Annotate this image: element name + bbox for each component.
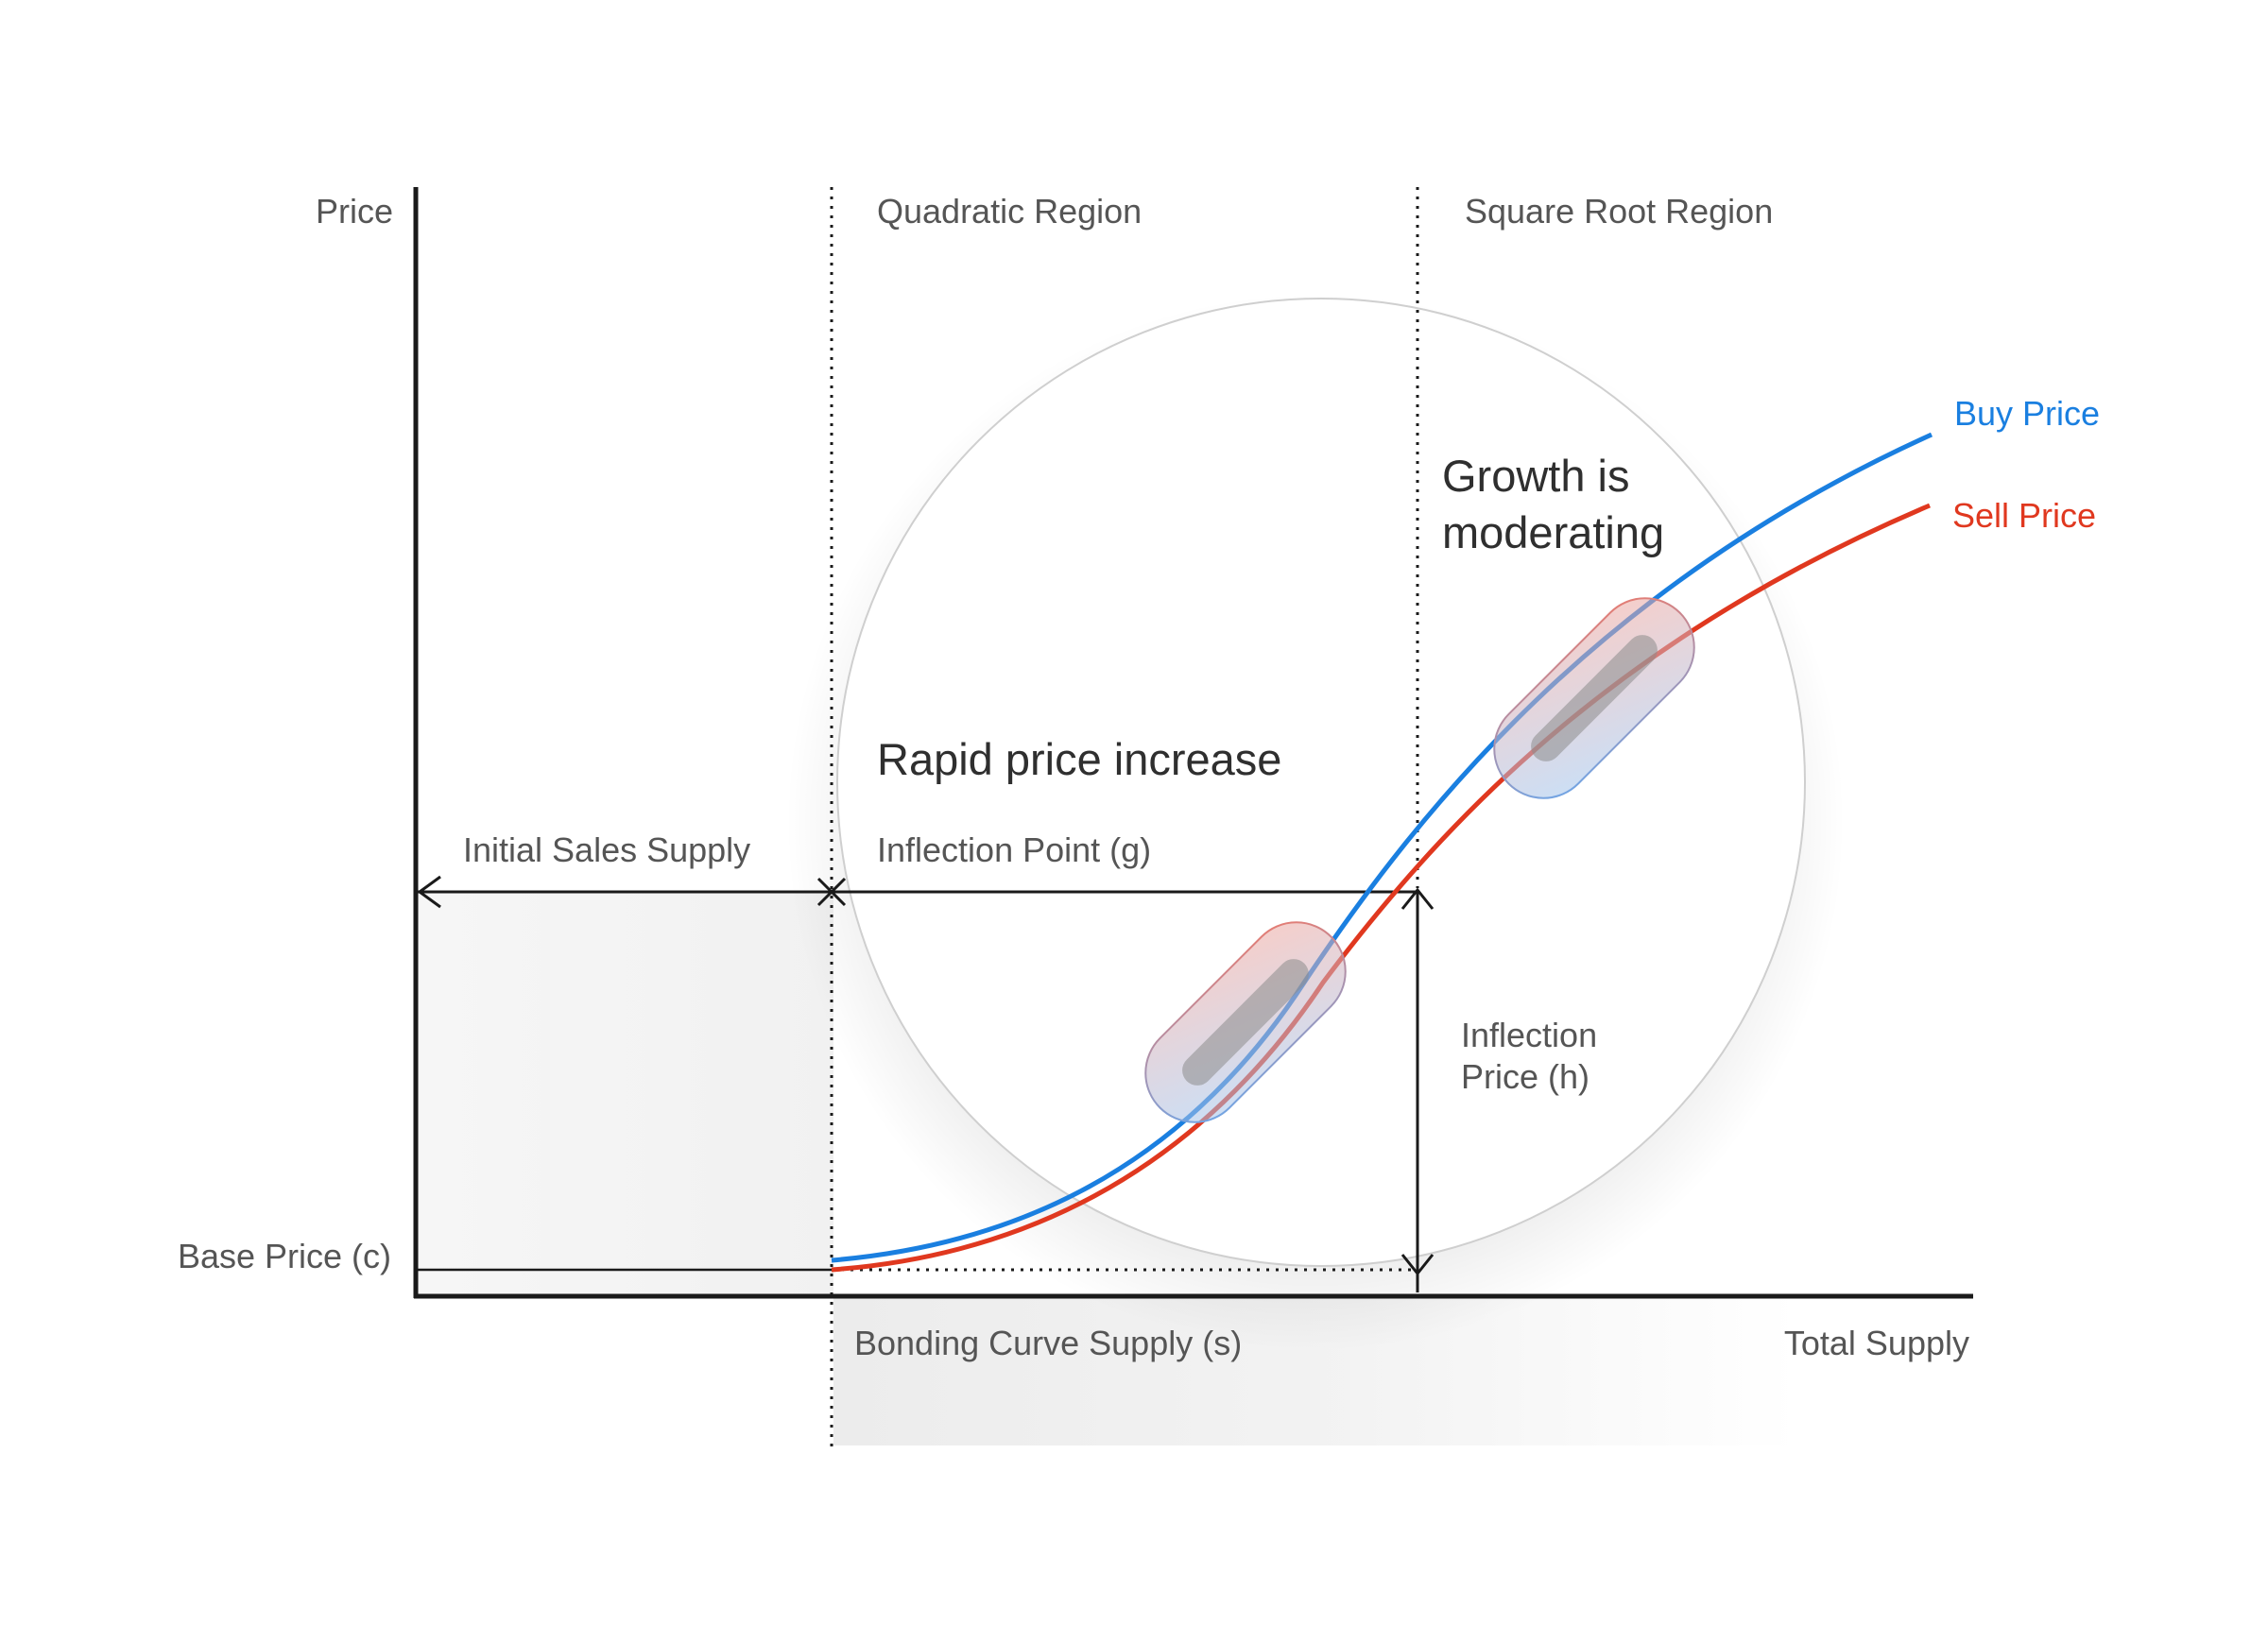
rapid-price-increase-label: Rapid price increase bbox=[877, 734, 1281, 784]
x-axis-label: Total Supply bbox=[1784, 1324, 1969, 1362]
inflection-price-arrowhead-bottom bbox=[1400, 1254, 1435, 1276]
inflection-price-label-line1: Inflection bbox=[1461, 1016, 1597, 1054]
y-axis-label: Price bbox=[316, 192, 393, 231]
lower-highlight-pill bbox=[1144, 921, 1347, 1123]
initial-supply-arrowhead bbox=[417, 875, 441, 909]
bonding-curve-supply-label: Bonding Curve Supply (s) bbox=[854, 1324, 1242, 1362]
buy-price-legend: Buy Price bbox=[1954, 394, 2100, 433]
base-price-label: Base Price (c) bbox=[178, 1237, 391, 1275]
initial-supply-shade bbox=[418, 892, 833, 1296]
sell-price-legend: Sell Price bbox=[1952, 496, 2096, 535]
inflection-price-arrowhead-top bbox=[1400, 887, 1435, 910]
quadratic-region-label: Quadratic Region bbox=[877, 192, 1142, 231]
initial-sales-supply-label: Initial Sales Supply bbox=[463, 830, 750, 869]
inflection-cross-marker bbox=[816, 877, 847, 907]
upper-highlight-pill bbox=[1493, 597, 1695, 799]
magnifier-circle bbox=[836, 298, 1806, 1267]
growth-moderating-line2: moderating bbox=[1442, 507, 1664, 557]
inflection-point-label: Inflection Point (g) bbox=[877, 830, 1151, 869]
growth-moderating-line1: Growth is bbox=[1442, 451, 1630, 501]
square-root-region-label: Square Root Region bbox=[1465, 192, 1773, 231]
inflection-price-label-line2: Price (h) bbox=[1461, 1057, 1589, 1096]
